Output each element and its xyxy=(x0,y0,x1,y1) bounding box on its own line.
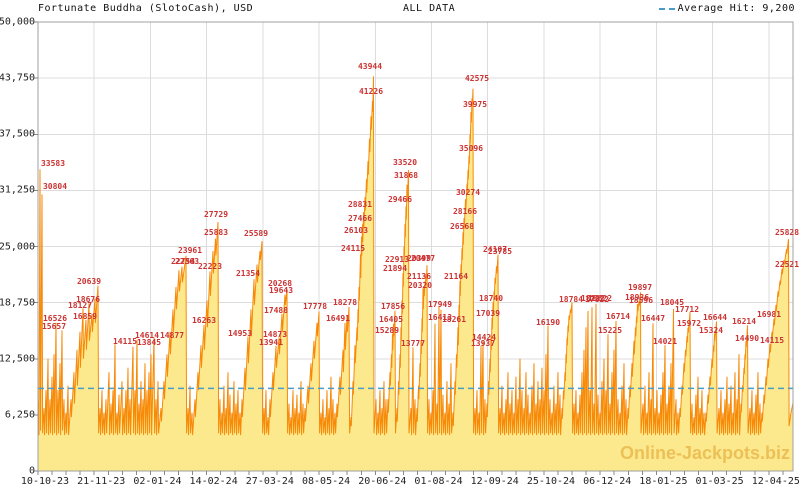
chart-series-title: Fortunate Buddha (SlotoCash), USD xyxy=(38,3,254,14)
x-axis-label: 02-01-24 xyxy=(133,476,182,487)
x-axis-label: 08-05-24 xyxy=(301,476,351,487)
average-hit-legend: Average Hit: 9,200 xyxy=(658,3,795,14)
x-axis-label: 10-10-23 xyxy=(20,476,70,487)
y-axis-label: 43,750 xyxy=(0,72,35,84)
x-axis-label: 21-11-23 xyxy=(77,476,126,487)
y-axis-label: 0 xyxy=(28,465,35,477)
y-axis-label: 50,000 xyxy=(0,16,35,28)
x-axis-label: 14-02-24 xyxy=(189,476,238,487)
x-axis-label: 01-03-25 xyxy=(695,476,744,487)
watermark: Online-Jackpots.biz xyxy=(619,443,790,463)
x-axis-label: 20-06-24 xyxy=(358,476,407,487)
y-axis-label: 18,750 xyxy=(0,297,35,309)
y-axis-label: 25,000 xyxy=(0,241,35,252)
x-axis-label: 25-10-24 xyxy=(526,476,576,487)
average-hit-legend-label: Average Hit: 9,200 xyxy=(677,3,795,14)
y-axis-label: 6,250 xyxy=(4,409,35,421)
x-axis-label: 01-08-24 xyxy=(414,476,463,487)
y-axis-label: 12,500 xyxy=(0,353,35,365)
dashed-line-icon xyxy=(658,7,675,10)
x-axis-label: 18-01-25 xyxy=(639,476,688,487)
x-axis-label: 27-03-24 xyxy=(245,476,294,487)
x-axis-label: 12-04-25 xyxy=(751,476,800,487)
y-axis-label: 37,500 xyxy=(0,128,35,140)
x-axis-label: 06-12-24 xyxy=(583,476,632,487)
chart-range-label: ALL DATA xyxy=(403,3,456,14)
y-axis-label: 31,250 xyxy=(0,184,35,196)
x-axis-label: 12-09-24 xyxy=(470,476,519,487)
